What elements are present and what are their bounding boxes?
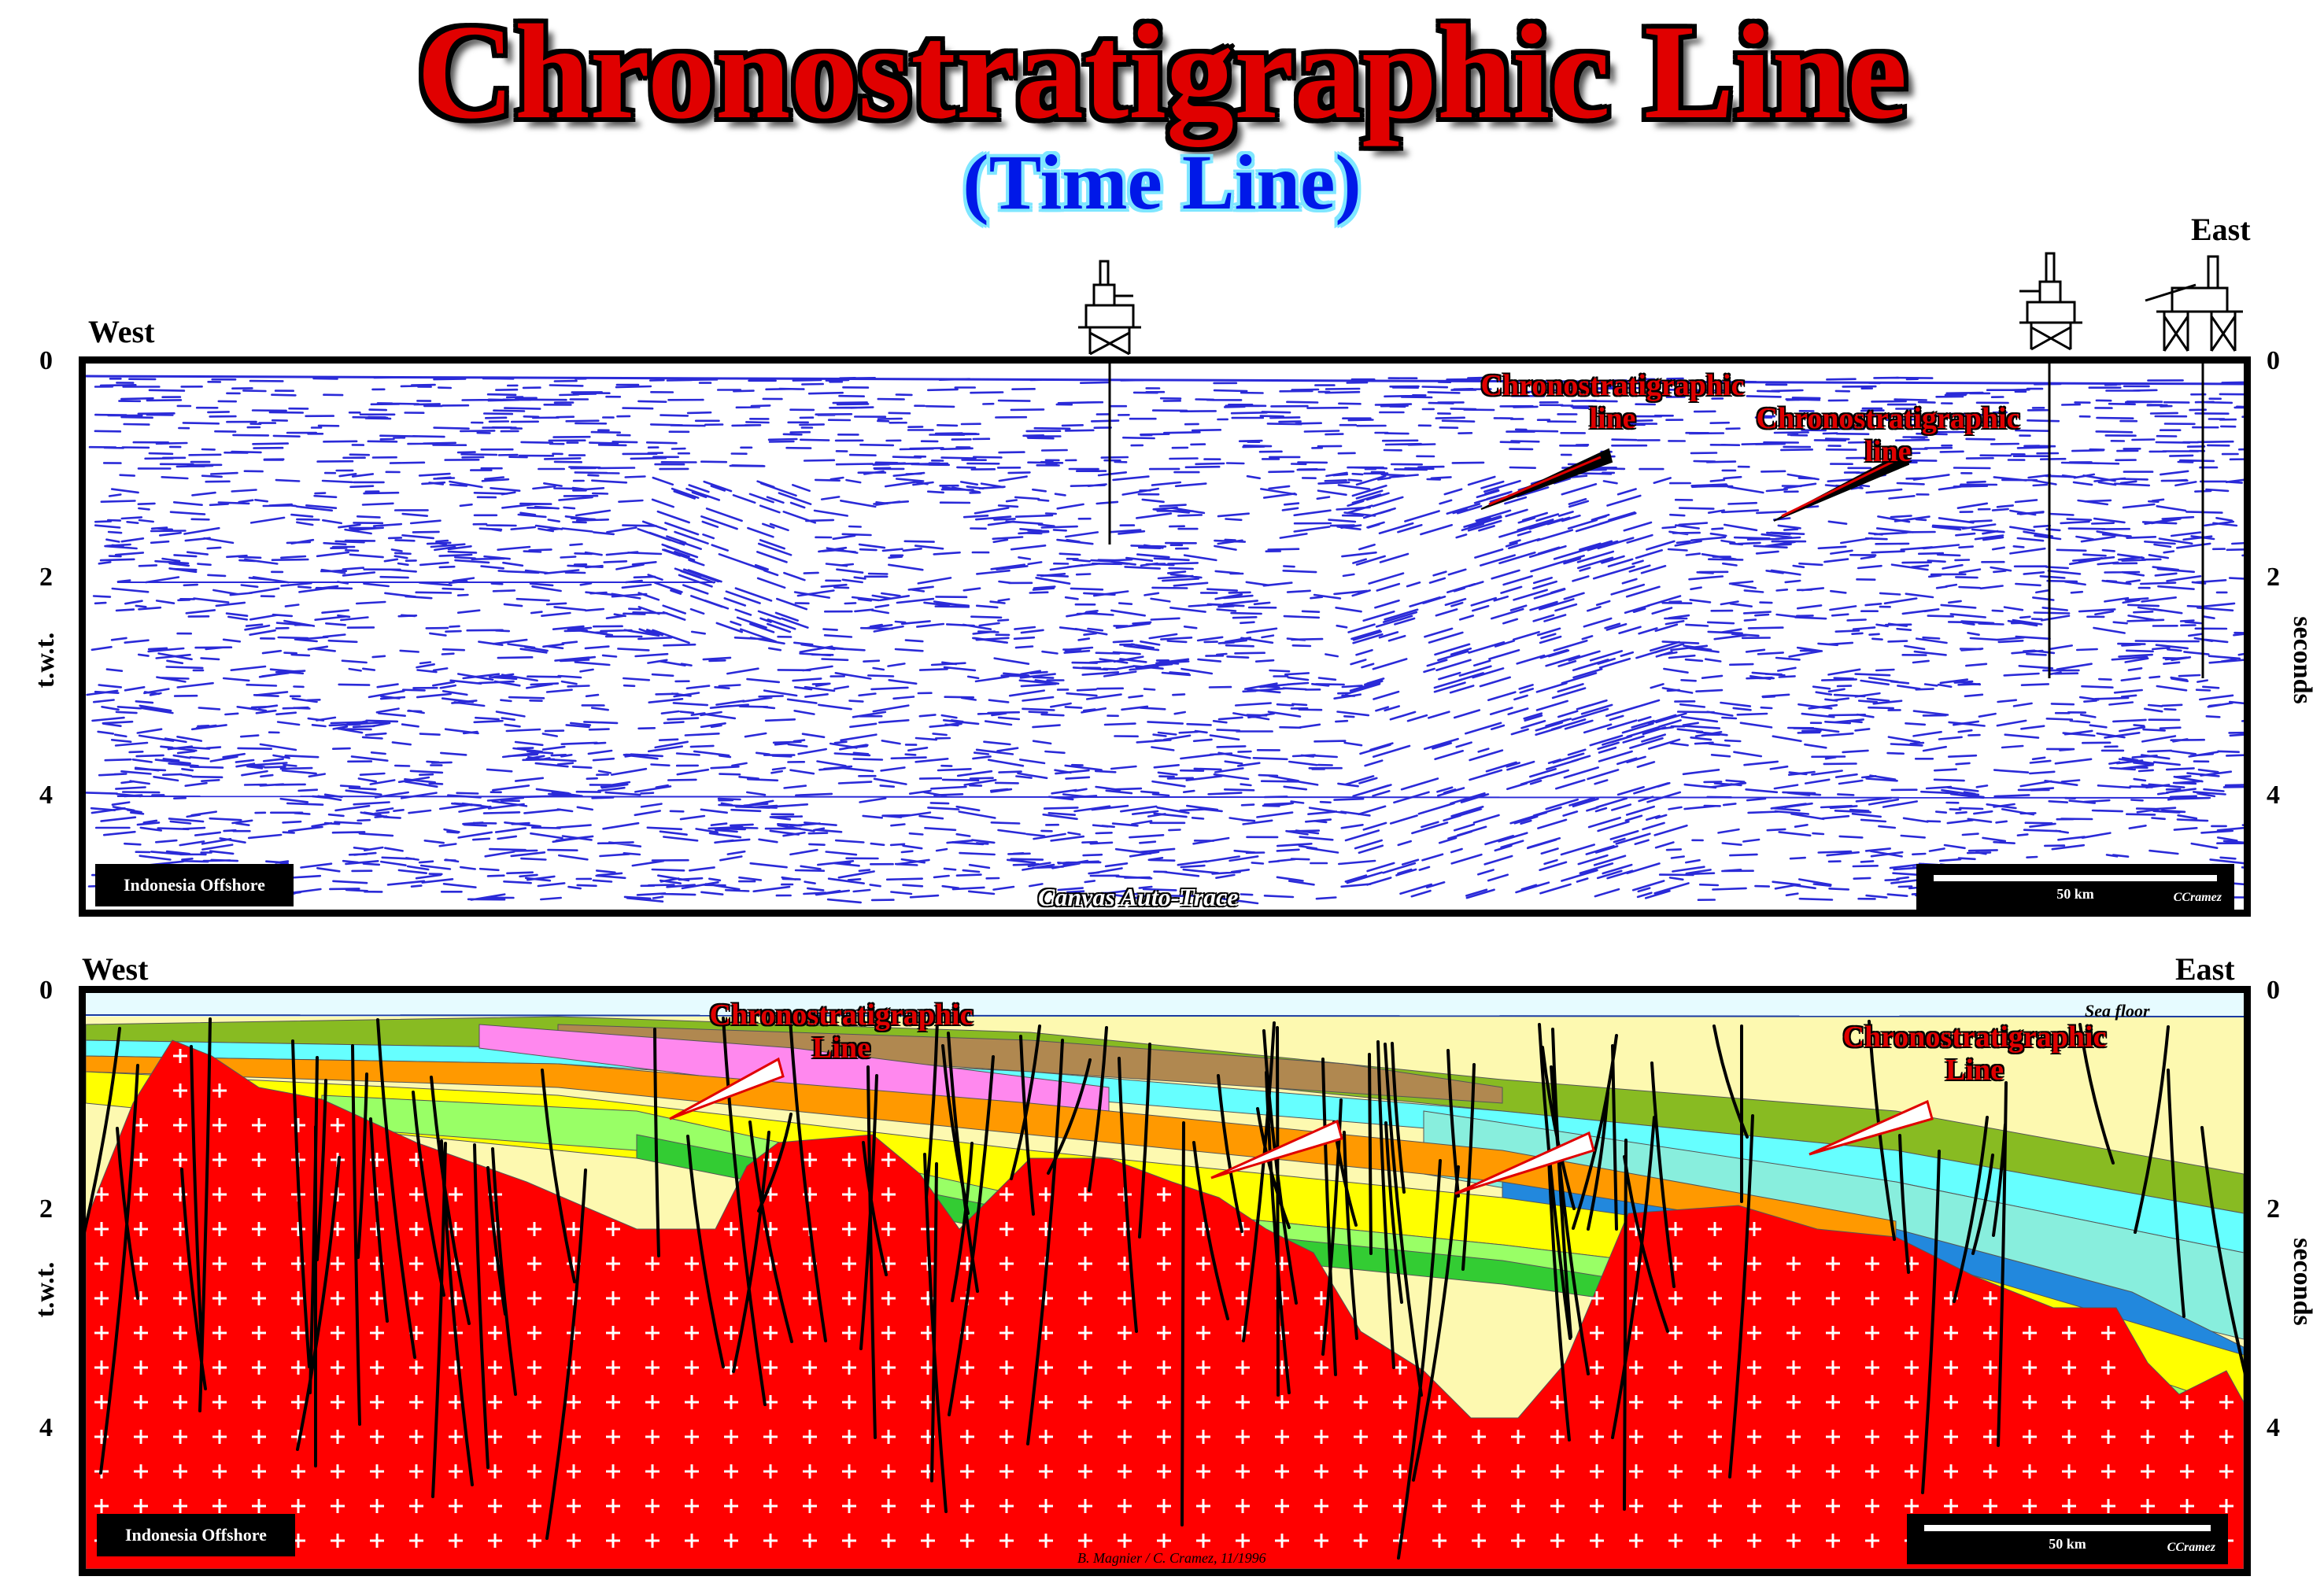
sea-floor-reflector — [86, 375, 2244, 386]
seismic-annotation-2: Chronostratigraphic line — [1756, 402, 2020, 468]
multiple-reflector — [116, 796, 2211, 799]
yellow-layer — [86, 1071, 2244, 1411]
seismic-scale-label: 50 km — [2056, 886, 2094, 902]
seismic-annotation-1: Chronostratigraphic line — [1480, 369, 1745, 435]
seismic-tick-left-2: 2 — [39, 563, 53, 592]
annotation-arrow-highlight — [1488, 456, 1602, 506]
seismic-tick-right-2: 2 — [2267, 563, 2280, 592]
sea-floor-label: Sea floor — [2085, 1001, 2150, 1021]
annotation-arrow — [1210, 1119, 1343, 1179]
interp-tick-right-0: 0 — [2267, 976, 2280, 1005]
geologic-interpretation — [86, 993, 2244, 1569]
seismic-west-label: West — [88, 314, 155, 349]
interp-tick-right-2: 2 — [2267, 1194, 2280, 1224]
annotation-arrow-highlight — [1781, 458, 1898, 518]
seismic-author: CCramez — [2173, 891, 2222, 904]
interp-east-label: East — [2175, 951, 2235, 987]
platform-icon — [2145, 255, 2243, 352]
interp-tick-left-4: 4 — [39, 1413, 53, 1442]
seismic-tick-right-0: 0 — [2267, 346, 2280, 375]
fault-group — [86, 1017, 2244, 1560]
seismic-reflectors — [86, 364, 2244, 905]
seismic-tick-right-4: 4 — [2267, 781, 2280, 810]
annotation-arrow — [1809, 1099, 1934, 1156]
seismic-east-label: East — [2191, 212, 2251, 247]
seismic-scale-bar: 50 km CCramez — [1916, 864, 2234, 910]
annotation-arrow — [1454, 1131, 1595, 1195]
interp-annotation-1: Chronostratigraphic Line — [709, 999, 974, 1065]
interp-left-axis-label: t.w.t. — [31, 1261, 60, 1318]
sea-floor-line — [86, 1014, 2244, 1017]
seismic-panel: Indonesia Offshore Canvas Auto-Trace 50 … — [79, 356, 2251, 917]
seismic-left-axis-label: t.w.t. — [31, 632, 60, 688]
interpretation-panel: Sea floor Indonesia Offshore B. Magnier … — [79, 986, 2251, 1576]
interp-tick-right-4: 4 — [2267, 1413, 2280, 1442]
water-column — [86, 993, 2244, 1017]
page-title: Chronostratigraphic Line — [416, 0, 1908, 147]
interp-west-label: West — [82, 951, 149, 987]
seismic-location-badge: Indonesia Offshore — [95, 864, 294, 906]
seismic-watermark: Canvas Auto-Trace — [1038, 883, 1239, 911]
interp-credit: B. Magnier / C. Cramez, 11/1996 — [1077, 1550, 1266, 1566]
annotation-arrow — [669, 1057, 785, 1120]
interp-tick-left-0: 0 — [39, 976, 53, 1005]
seismic-right-axis-label: seconds — [2288, 616, 2317, 704]
interp-location-badge: Indonesia Offshore — [97, 1514, 295, 1556]
interp-right-axis-label: seconds — [2288, 1238, 2317, 1326]
platform-icon — [1078, 260, 1141, 356]
platform-icon — [2019, 252, 2082, 351]
page-subtitle: (Time Line) — [962, 138, 1362, 226]
interp-scale-label: 50 km — [2049, 1536, 2086, 1552]
interp-scale-bar: 50 km CCramez — [1907, 1514, 2228, 1564]
seismic-tick-left-0: 0 — [39, 346, 53, 375]
interp-annotation-2: Chronostratigraphic Line — [1842, 1021, 2107, 1087]
interp-tick-left-2: 2 — [39, 1194, 53, 1224]
interp-author: CCramez — [2167, 1541, 2215, 1554]
seismic-tick-left-4: 4 — [39, 781, 53, 810]
